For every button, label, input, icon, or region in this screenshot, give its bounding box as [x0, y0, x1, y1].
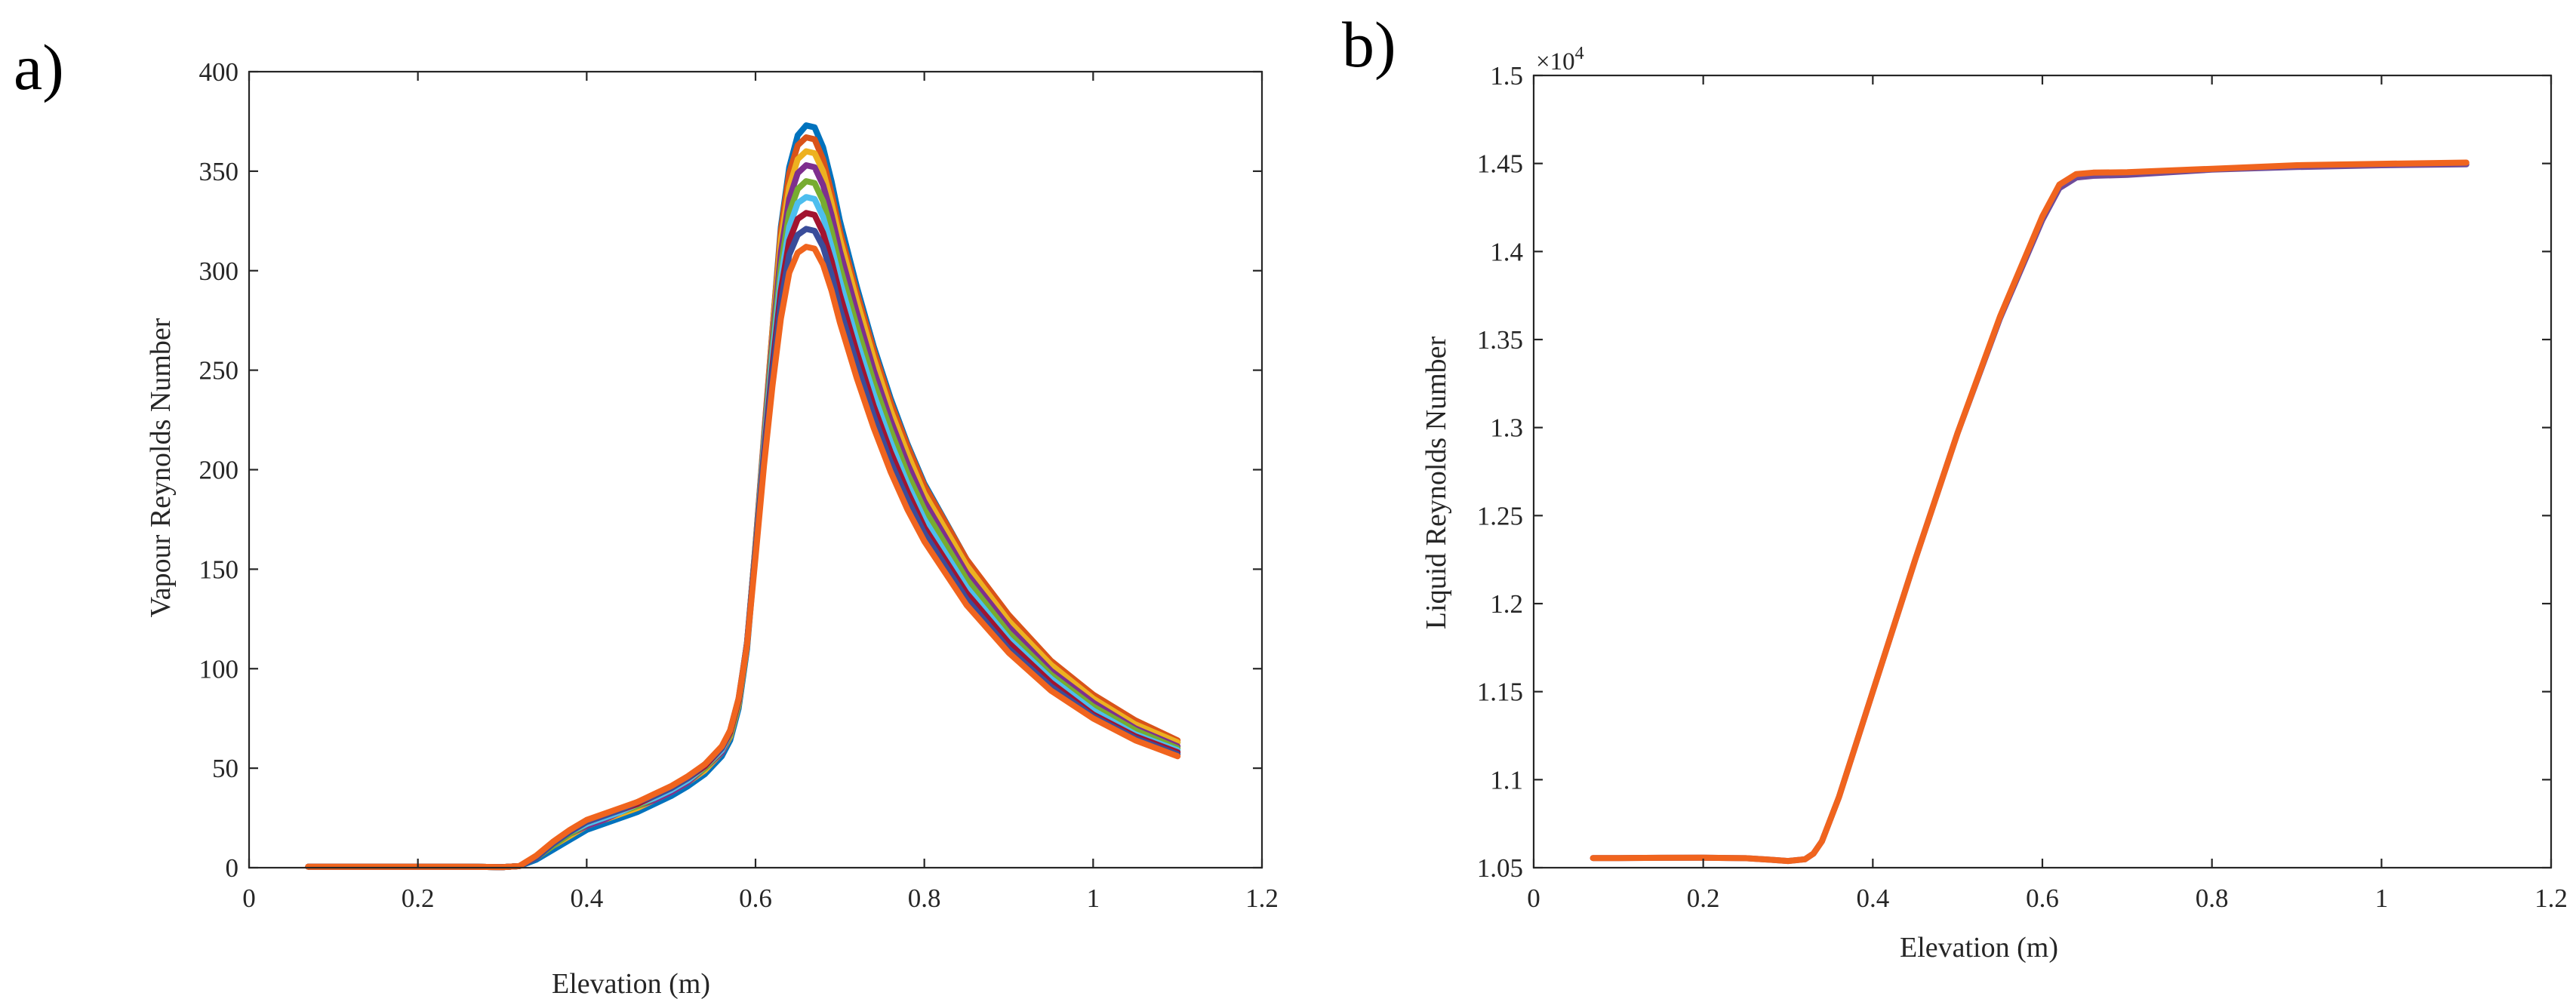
panel-b-series-group — [1590, 159, 2470, 865]
panel-a-y-tick-label: 50 — [212, 754, 239, 783]
panel-b-x-tick-label: 0 — [1527, 884, 1540, 913]
panel-b-y-tick-label: 1.4 — [1490, 237, 1523, 266]
panel-a-series-2-line — [305, 134, 1181, 871]
panel-a-x-tick-label: 0 — [242, 884, 256, 913]
panel-a-x-tick-label: 0.8 — [908, 884, 941, 913]
panel-a-series-8-line — [305, 226, 1181, 871]
panel-a-y-tick-label: 250 — [199, 356, 239, 386]
panel-b-series-2-line — [1590, 159, 2470, 865]
panel-b: b) 0 0.2 0.4 0.6 0.8 1 1.2 1.05 1.1 1.15 1.2 1.25 1.… — [1342, 8, 2568, 964]
panel-b-y-tick-label: 1.25 — [1477, 501, 1523, 530]
panel-b-y-tick-label: 1.45 — [1477, 149, 1523, 179]
panel-a-y-tick-label: 300 — [199, 257, 239, 286]
panel-a-series-6-line — [305, 194, 1181, 871]
panel-b-x-tick-label: 1 — [2375, 884, 2389, 913]
panel-a-series-9-line — [305, 244, 1181, 871]
panel-b-y-tick-label: 1.5 — [1490, 61, 1523, 91]
panel-a-series-1-line — [305, 122, 1181, 871]
panel-b-y-tick-label: 1.2 — [1490, 589, 1523, 619]
panel-a-series-group — [305, 122, 1181, 871]
panel-b-exponent-power: 4 — [1575, 44, 1584, 63]
panel-a-series-7-line — [305, 210, 1181, 871]
panel-b-y-tick-label: 1.3 — [1490, 413, 1523, 443]
panel-a-x-tick-label: 0.4 — [570, 884, 603, 913]
panel-a-y-tick-label: 200 — [199, 456, 239, 485]
panel-b-axes-box — [1532, 74, 2553, 869]
panel-b-y-axis-label: Liquid Reynolds Number — [1420, 336, 1452, 629]
panel-label-a: a) — [14, 31, 64, 103]
panel-b-y-tick-label: 1.05 — [1477, 853, 1523, 883]
panel-b-x-tick-label: 1.2 — [2534, 884, 2568, 913]
panel-b-y-tick-label: 1.15 — [1477, 678, 1523, 707]
panel-a-x-tick-label: 0.2 — [402, 884, 435, 913]
panel-b-x-axis-label: Elevation (m) — [1900, 932, 2058, 964]
panel-b-x-tick-label: 0.8 — [2196, 884, 2229, 913]
panel-b-x-tick-label: 0.2 — [1687, 884, 1720, 913]
panel-label-b: b) — [1342, 8, 1396, 81]
panel-b-y-tick-label: 1.35 — [1477, 325, 1523, 355]
panel-b-x-tick-label: 0.4 — [1856, 884, 1889, 913]
panel-b-series-1-line — [1590, 161, 2470, 865]
panel-a-x-tick-label: 1.2 — [1245, 884, 1279, 913]
panel-b-exponent-label: ×104 — [1536, 44, 1584, 75]
panel-a-axes-box — [248, 70, 1263, 869]
panel-a-axes: 0 0.2 0.4 0.6 0.8 1 1.2 0 50 100 150 200 250 300 350 40… — [199, 57, 1279, 913]
panel-b-x-tick-label: 0.6 — [2026, 884, 2059, 913]
panel-a: a) 0 0.2 0.4 0.6 0.8 1 1.2 0 50 100 150 200 250 300 35… — [14, 31, 1279, 1000]
panel-b-exponent-base: ×10 — [1536, 48, 1575, 75]
panel-a-y-tick-label: 150 — [199, 555, 239, 584]
panel-a-y-tick-label: 100 — [199, 654, 239, 684]
panel-a-series-4-line — [305, 162, 1181, 871]
panel-a-y-tick-label: 0 — [226, 853, 239, 883]
panel-a-x-axis-label: Elevation (m) — [552, 968, 710, 1000]
panel-a-series-5-line — [305, 178, 1181, 871]
panel-a-x-tick-label: 0.6 — [739, 884, 772, 913]
panel-b-y-tick-label: 1.1 — [1490, 765, 1523, 795]
panel-a-series-3-line — [305, 148, 1181, 871]
panel-a-y-axis-label: Vapour Reynolds Number — [145, 318, 177, 617]
panel-a-y-tick-label: 350 — [199, 157, 239, 186]
panel-a-x-tick-label: 1 — [1087, 884, 1100, 913]
panel-a-y-tick-label: 400 — [199, 57, 239, 87]
panel-b-axes: 0 0.2 0.4 0.6 0.8 1 1.2 1.05 1.1 1.15 1.2 1.25 1.3 1.… — [1477, 61, 2568, 913]
